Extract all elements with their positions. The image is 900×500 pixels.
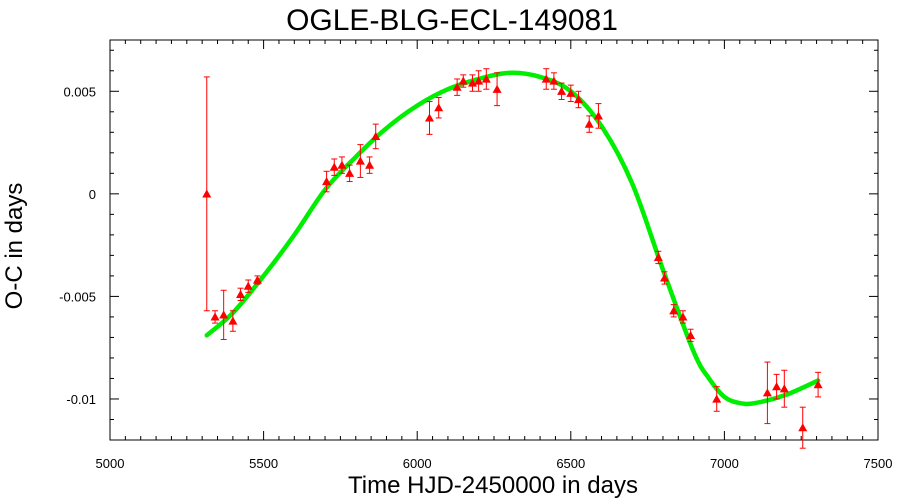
triangle-marker (712, 394, 722, 403)
data-point (653, 250, 663, 265)
x-tick-label: 5500 (249, 456, 278, 471)
fit-curve-layer (204, 70, 821, 407)
triangle-marker (434, 103, 444, 112)
triangle-marker (219, 310, 229, 319)
fit-curve (204, 70, 821, 407)
data-point (712, 386, 722, 412)
data-point (345, 164, 355, 183)
triangle-marker (557, 86, 567, 95)
data-point (329, 158, 339, 176)
data-point (424, 101, 434, 135)
plot-frame (109, 39, 879, 441)
data-point (365, 156, 375, 174)
data-point (322, 170, 332, 193)
data-point (481, 68, 491, 90)
triangle-marker (329, 162, 339, 171)
y-tick-label: -0.01 (66, 392, 96, 407)
triangle-marker (322, 177, 332, 186)
triangle-marker (584, 119, 594, 128)
data-point (371, 123, 381, 150)
data-point (228, 310, 238, 332)
axis-ticks: 5000 5500 6000 6500 7000 7500 0.005 0 -0.005 -0.0… (59, 40, 892, 471)
observed-points-layer (202, 68, 823, 449)
data-point (659, 271, 669, 285)
triangle-marker (236, 289, 246, 298)
triangle-marker (458, 76, 468, 85)
data-point (252, 275, 262, 285)
triangle-marker (772, 382, 782, 391)
x-axis-label: Time HJD-2450000 in days (348, 472, 638, 499)
triangle-marker (566, 88, 576, 97)
data-point (541, 68, 551, 90)
triangle-marker (228, 316, 238, 325)
data-point (202, 76, 212, 312)
triangle-marker (337, 160, 347, 169)
triangle-marker (481, 74, 491, 83)
triangle-marker (813, 380, 823, 389)
triangle-marker (659, 273, 669, 282)
triangle-marker (653, 252, 663, 262)
triangle-marker (573, 94, 583, 104)
triangle-marker (243, 281, 253, 290)
x-tick-label: 6500 (556, 456, 585, 471)
chart-title: OGLE-BLG-ECL-149081 (286, 4, 618, 37)
data-point (772, 373, 782, 400)
triangle-marker (252, 275, 262, 284)
data-point (779, 369, 789, 408)
data-point (678, 310, 688, 324)
data-point (492, 72, 502, 107)
data-point (467, 74, 477, 92)
data-point (798, 406, 808, 449)
data-point (686, 328, 696, 343)
data-point (219, 289, 229, 340)
y-tick-label: 0.005 (63, 84, 96, 99)
data-point (474, 70, 484, 92)
data-point (584, 115, 594, 133)
data-point (573, 90, 583, 109)
triangle-marker (355, 156, 365, 165)
triangle-marker (467, 78, 477, 87)
y-axis-label: O-C in days (1, 183, 28, 310)
x-tick-label: 7000 (710, 456, 739, 471)
triangle-marker (549, 76, 559, 85)
x-tick-label: 5000 (96, 456, 125, 471)
data-point (337, 156, 347, 174)
data-point (355, 144, 365, 178)
data-point (210, 310, 220, 324)
triangle-marker (593, 111, 603, 120)
triangle-marker (474, 76, 484, 85)
triangle-marker (669, 306, 679, 315)
y-tick-label: 0 (89, 187, 96, 202)
data-point (458, 74, 468, 88)
triangle-marker (202, 189, 212, 198)
triangle-marker (452, 82, 462, 91)
data-point (566, 84, 576, 103)
triangle-marker (686, 330, 696, 339)
data-point (813, 371, 823, 398)
triangle-marker (345, 168, 355, 177)
x-tick-label: 6000 (403, 456, 432, 471)
triangle-marker (762, 388, 772, 397)
triangle-marker (365, 160, 375, 169)
y-tick-label: -0.005 (59, 289, 96, 304)
data-point (243, 279, 253, 293)
triangle-marker (492, 84, 502, 93)
data-point (762, 361, 772, 425)
triangle-marker (210, 312, 220, 321)
x-tick-label: 7500 (864, 456, 893, 471)
triangle-marker (779, 384, 789, 393)
data-point (549, 72, 559, 90)
triangle-marker (371, 131, 381, 141)
data-point (593, 103, 603, 129)
triangle-marker (541, 74, 551, 83)
data-point (434, 96, 444, 119)
data-point (669, 304, 679, 318)
triangle-marker (798, 423, 808, 432)
triangle-marker (678, 312, 688, 321)
data-point (236, 287, 246, 302)
data-point (452, 78, 462, 96)
triangle-marker (424, 113, 434, 122)
data-point (557, 82, 567, 100)
